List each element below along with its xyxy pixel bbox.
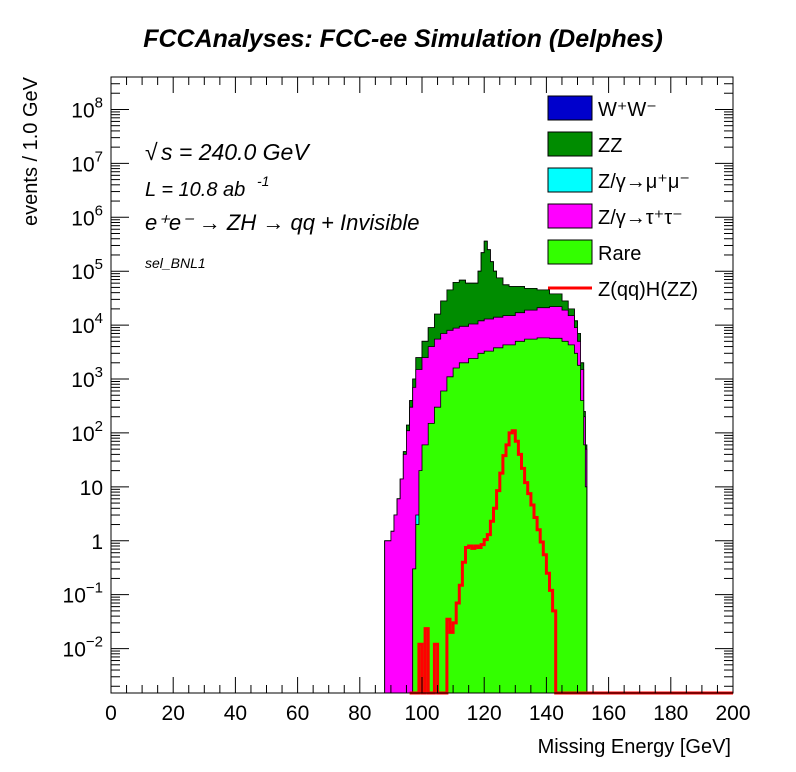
x-tick-label: 200 [715,702,750,725]
legend-label-z: Z/γ→τ⁺τ⁻ [598,207,683,229]
annotation-process: e⁺e⁻ → ZH → qq + Invisible [145,210,420,235]
legend-swatch-z [547,167,593,193]
legend-label-z: Z/γ→μ⁺μ⁻ [598,171,690,193]
x-tick-label: 120 [467,702,502,725]
legend-label-zz: ZZ [598,135,622,157]
y-tick-label: 1 [91,531,103,554]
y-tick-label: 10−1 [63,580,103,608]
x-tick-label: 140 [529,702,564,725]
x-tick-label: 60 [286,702,309,725]
series-signal-line [409,429,733,695]
annotation-lumi-exp: -1 [257,173,269,189]
legend-swatch-rare [547,239,593,265]
y-tick-label: 108 [71,94,103,122]
y-tick-label: 105 [71,256,103,284]
y-tick-label: 106 [71,202,103,230]
series-layer [384,240,588,694]
x-tick-label: 20 [162,702,185,725]
y-tick-label: 104 [71,310,103,338]
x-axis-label: Missing Energy [GeV] [538,736,731,758]
legend-label-z-qq-h-zz: Z(qq)H(ZZ) [598,279,698,301]
y-tick-label: 10 [80,477,103,500]
x-tick-label: 100 [404,702,439,725]
y-tick-label: 103 [71,364,103,392]
ticks-layer: 0 20 40 60 80 100 120 140 160 180 200 10−2 10−1 1 10 10… [63,76,751,725]
legend: W⁺W⁻ ZZ Z/γ→μ⁺μ⁻ Z/γ→τ⁺τ⁻ Rare Z(qq)H(ZZ) [547,95,698,301]
x-tick-label: 180 [653,702,688,725]
x-tick-label: 0 [105,702,117,725]
y-axis-label: events / 1.0 GeV [20,76,42,226]
annotation-sqrt-text: s = 240.0 GeV [161,139,311,165]
annotation-sqrt-symbol: √ [145,139,158,165]
legend-label-rare: Rare [598,243,641,265]
legend-label-w-w: W⁺W⁻ [598,99,657,121]
signal-layer [409,429,733,695]
annotation-luminosity: L = 10.8 ab -1 [145,173,269,201]
x-tick-label: 160 [591,702,626,725]
legend-swatch-zz [547,131,593,157]
series-rare-area [409,337,588,694]
annotation-sqrt-s: √ s = 240.0 GeV [145,139,311,165]
annotation-selection: sel_BNL1 [145,255,206,271]
legend-swatch-w-w [547,95,593,121]
annotation-lumi-base: L = 10.8 ab [145,179,245,201]
legend-swatch-z [547,203,593,229]
x-tick-label: 40 [224,702,247,725]
y-tick-label: 10−2 [63,634,103,662]
x-tick-label: 80 [348,702,371,725]
chart-title: FCCAnalyses: FCC-ee Simulation (Delphes) [143,25,663,53]
y-tick-label: 102 [71,418,103,446]
y-tick-label: 107 [71,148,103,176]
